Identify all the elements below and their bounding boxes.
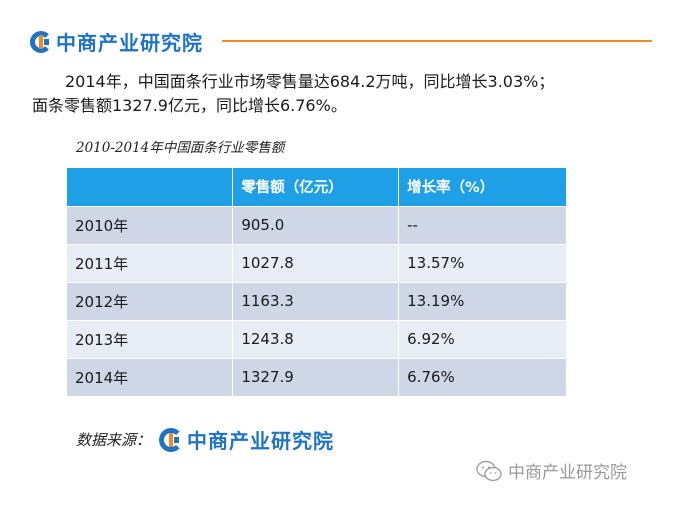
cell-growth: -- bbox=[398, 206, 567, 245]
watermark-text: 中商产业研究院 bbox=[508, 463, 627, 483]
wechat-icon bbox=[476, 460, 502, 481]
cell-sales: 1027.8 bbox=[232, 244, 400, 283]
table-row: 2011年 1027.8 13.57% bbox=[67, 244, 567, 283]
retail-sales-table: 零售额（亿元） 增长率（%） 2010年 905.0 -- 2011年 1027… bbox=[67, 168, 567, 397]
cell-sales: 1163.3 bbox=[232, 282, 400, 321]
cell-sales: 1243.8 bbox=[232, 320, 400, 359]
brand-logo: 中商产业研究院 bbox=[30, 27, 203, 56]
brand-name: 中商产业研究院 bbox=[56, 31, 203, 55]
cell-year: 2012年 bbox=[67, 282, 234, 321]
intro-line-1: 2014年，中国面条行业市场零售量达684.2万吨，同比增长3.03%； bbox=[65, 72, 555, 91]
cell-year: 2010年 bbox=[67, 206, 234, 245]
table-row: 2014年 1327.9 6.76% bbox=[67, 358, 567, 397]
watermark: 中商产业研究院 bbox=[476, 458, 627, 483]
source-label: 数据来源： bbox=[76, 431, 152, 449]
cell-growth: 6.76% bbox=[398, 358, 567, 397]
cell-growth: 13.57% bbox=[398, 244, 567, 283]
cell-sales: 905.0 bbox=[232, 206, 400, 245]
cell-growth: 13.19% bbox=[398, 282, 567, 321]
brand-logo-icon bbox=[30, 30, 52, 53]
cell-year: 2014年 bbox=[67, 358, 234, 397]
cell-year: 2011年 bbox=[67, 244, 234, 283]
header-year bbox=[67, 168, 234, 207]
intro-paragraph: 2014年，中国面条行业市场零售量达684.2万吨，同比增长3.03%； 面条零… bbox=[32, 70, 652, 118]
source-brand-name: 中商产业研究院 bbox=[187, 429, 335, 453]
table-row: 2010年 905.0 -- bbox=[67, 206, 567, 245]
table-title: 2010-2014年中国面条行业零售额 bbox=[76, 140, 285, 156]
header-growth: 增长率（%） bbox=[398, 168, 567, 207]
table-row: 2013年 1243.8 6.92% bbox=[67, 320, 567, 359]
cell-year: 2013年 bbox=[67, 320, 234, 359]
brand-logo-icon bbox=[159, 427, 184, 452]
data-source: 数据来源： 中商产业研究院 bbox=[76, 425, 334, 454]
cell-sales: 1327.9 bbox=[232, 358, 400, 397]
cell-growth: 6.92% bbox=[398, 320, 567, 359]
table-row: 2012年 1163.3 13.19% bbox=[67, 282, 567, 321]
table-header-row: 零售额（亿元） 增长率（%） bbox=[67, 168, 567, 207]
header-sales: 零售额（亿元） bbox=[232, 168, 400, 207]
intro-line-2: 面条零售额1327.9亿元，同比增长6.76%。 bbox=[32, 96, 347, 115]
header-divider bbox=[222, 40, 652, 42]
